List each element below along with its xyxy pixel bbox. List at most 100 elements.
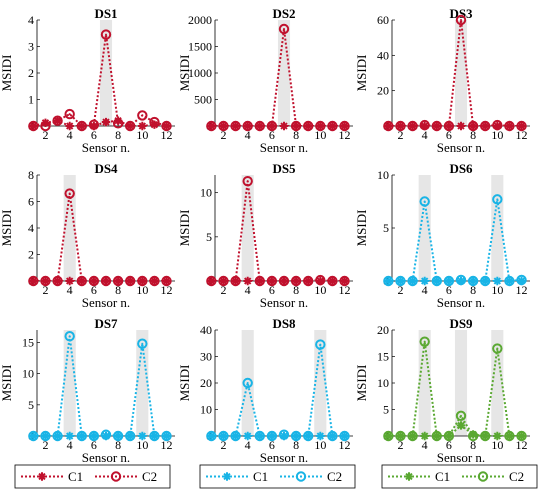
data-point-c2 <box>278 275 290 287</box>
x-tick-label: 12 <box>161 128 173 142</box>
legend-marker-c2 <box>110 471 122 482</box>
series-line-c2 <box>215 28 345 126</box>
data-point-c2 <box>254 430 265 442</box>
x-tick-label: 12 <box>339 438 351 452</box>
data-point-dot <box>210 280 213 282</box>
x-tick-label: 8 <box>115 283 121 297</box>
legend-label-c1: C1 <box>68 469 83 484</box>
x-tick-label: 10 <box>491 438 503 452</box>
y-tick-label: 2 <box>28 66 34 80</box>
data-point-c1 <box>65 276 74 286</box>
data-point-c2 <box>161 120 172 132</box>
data-point-c1 <box>493 431 502 441</box>
y-tick-label: 10 <box>200 403 212 417</box>
data-point-dot <box>246 125 249 127</box>
data-point-c1 <box>420 276 429 286</box>
data-point-c2 <box>218 275 229 287</box>
data-point-c1 <box>456 276 466 286</box>
y-tick-label: 500 <box>194 93 212 107</box>
data-point-c2 <box>467 275 479 287</box>
data-point-c2 <box>40 120 51 132</box>
x-tick-label: 4 <box>67 128 73 142</box>
data-point-c2 <box>455 14 467 26</box>
data-point-dot <box>270 280 273 282</box>
shaded-band <box>136 330 149 436</box>
data-point-c2 <box>327 275 338 287</box>
legend-marker-c2 <box>295 471 307 482</box>
x-tick-label: 4 <box>245 128 251 142</box>
data-point-c2 <box>206 275 217 287</box>
x-tick-label: 2 <box>220 283 226 297</box>
data-point-c2 <box>443 275 455 287</box>
data-point-dot <box>283 28 285 31</box>
data-point-c2 <box>431 430 442 442</box>
data-point-c1 <box>279 431 289 441</box>
y-tick-label: 15 <box>22 335 34 349</box>
data-point-c1 <box>138 431 147 441</box>
x-tick-label: 8 <box>293 128 299 142</box>
data-point-dot <box>141 342 144 345</box>
series-line-c2 <box>37 34 167 126</box>
y-tick-label: 4 <box>28 13 34 27</box>
data-point-dot <box>331 125 334 127</box>
x-tick-label: 12 <box>516 128 528 142</box>
data-point-c2 <box>339 120 350 132</box>
shaded-band <box>454 20 468 126</box>
y-tick-label: 15 <box>377 350 389 364</box>
y-tick-label: 2000 <box>188 13 212 27</box>
y-axis-label: MSIDI <box>177 55 192 92</box>
data-point-dot <box>343 280 346 282</box>
shaded-band <box>491 330 504 436</box>
subplot-title: DS8 <box>272 316 296 331</box>
x-tick-label: 10 <box>314 438 326 452</box>
y-axis-label: MSIDI <box>0 55 14 92</box>
data-point-dot <box>92 280 95 282</box>
y-tick-label: 10 <box>200 186 212 200</box>
data-point-c2 <box>419 119 430 131</box>
data-point-dot <box>307 435 310 437</box>
data-point-c2 <box>383 275 394 287</box>
data-point-c1 <box>420 431 429 441</box>
data-point-dot <box>387 435 390 437</box>
y-axis-label: MSIDI <box>177 210 192 247</box>
data-point-dot <box>319 279 322 282</box>
data-point-dot <box>435 125 438 127</box>
data-point-c2 <box>315 120 326 132</box>
data-point-dot <box>472 280 475 282</box>
data-point-dot <box>258 125 261 127</box>
data-point-dot <box>222 435 225 437</box>
data-point-c2 <box>218 120 229 132</box>
legend-label-c1: C1 <box>435 469 450 484</box>
data-point-c2 <box>137 338 148 349</box>
data-point-c1 <box>150 120 159 129</box>
data-point-dot <box>258 435 261 437</box>
subplot-title: DS9 <box>449 316 473 331</box>
data-point-c2 <box>467 120 479 132</box>
x-tick-label: 2 <box>220 128 226 142</box>
y-tick-label: 1500 <box>188 40 212 54</box>
data-point-c2 <box>206 430 217 442</box>
data-point-c1 <box>316 431 325 441</box>
y-tick-label: 5 <box>206 230 212 244</box>
data-point-c2 <box>100 429 112 440</box>
data-point-dot <box>520 125 523 127</box>
x-tick-label: 8 <box>115 128 121 142</box>
data-point-c2 <box>504 275 515 287</box>
data-point-dot <box>295 435 298 437</box>
data-point-c1 <box>243 431 252 441</box>
y-tick-label: 8 <box>28 168 34 182</box>
data-point-c2 <box>480 430 491 442</box>
x-tick-label: 8 <box>470 438 476 452</box>
data-point-c1 <box>138 121 147 131</box>
data-point-c2 <box>480 275 491 287</box>
subplot-title: DS7 <box>94 316 118 331</box>
data-point-dot <box>117 122 120 125</box>
data-point-c2 <box>504 120 515 132</box>
data-point-c2 <box>266 430 278 442</box>
data-point-dot <box>153 121 156 124</box>
legend-box: C1 C2 <box>381 464 538 489</box>
data-point-dot <box>234 280 237 282</box>
data-point-c2 <box>52 275 63 287</box>
data-point-c2 <box>112 275 124 287</box>
